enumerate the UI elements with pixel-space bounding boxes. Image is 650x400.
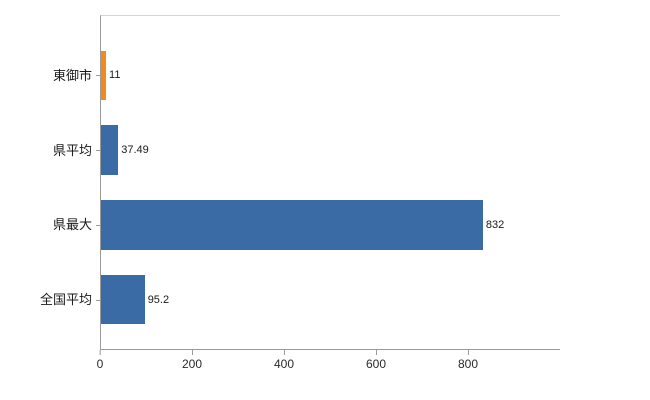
value-label: 95.2: [147, 293, 170, 306]
bar: [101, 50, 107, 101]
value-label: 37.49: [121, 144, 149, 157]
y-axis-tick: [96, 224, 101, 226]
tick-mark: [467, 350, 469, 355]
bar: [101, 274, 145, 325]
plot-area: 東御市 11 県平均 37.49 県最大 832 全国平均 95.2: [40, 15, 560, 350]
category-label: 東御市: [52, 67, 92, 83]
value-label: 11: [109, 69, 121, 82]
tick-label: 200: [181, 357, 203, 371]
tick-label: 800: [457, 357, 479, 371]
bar: [101, 200, 483, 250]
y-axis-tick: [96, 150, 101, 152]
tick-mark: [283, 350, 285, 355]
bar-track: 832: [101, 188, 560, 263]
category-label: 全国平均: [39, 292, 92, 308]
x-axis: 0 200 400 600 800: [96, 350, 560, 384]
y-axis-tick: [96, 299, 101, 301]
bar-track: 37.49: [101, 113, 560, 188]
y-axis-tick: [96, 75, 101, 77]
tick-mark: [191, 350, 193, 355]
tick-label: 0: [96, 357, 104, 371]
tick-mark: [375, 350, 377, 355]
category-label: 県平均: [52, 142, 92, 158]
bar-row: 県平均 37.49: [53, 113, 560, 188]
bar-row: 全国平均 95.2: [40, 262, 560, 337]
x-axis-tick: 400: [274, 350, 294, 370]
x-axis-tick: 200: [182, 350, 202, 370]
bar-track: 11: [101, 38, 560, 113]
bar: [101, 125, 119, 175]
x-axis-tick: 600: [366, 350, 386, 370]
bar-row: 県最大 832: [53, 188, 560, 263]
category-label: 県最大: [52, 217, 92, 233]
tick-mark: [99, 350, 101, 355]
x-axis-tick: 800: [458, 350, 478, 370]
bar-row: 東御市 11: [53, 38, 560, 113]
value-label: 832: [485, 218, 505, 231]
tick-label: 600: [365, 357, 387, 371]
x-axis-tick: 0: [96, 350, 104, 371]
tick-label: 400: [273, 357, 295, 371]
bar-track: 95.2: [101, 262, 560, 337]
